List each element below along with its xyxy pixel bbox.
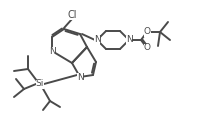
Text: Cl: Cl xyxy=(67,10,77,20)
Text: N: N xyxy=(77,72,83,82)
Text: N: N xyxy=(49,47,55,55)
Text: O: O xyxy=(143,27,151,37)
Text: Si: Si xyxy=(36,79,44,89)
Text: O: O xyxy=(143,44,151,52)
Text: N: N xyxy=(94,35,100,45)
Text: N: N xyxy=(126,35,132,45)
